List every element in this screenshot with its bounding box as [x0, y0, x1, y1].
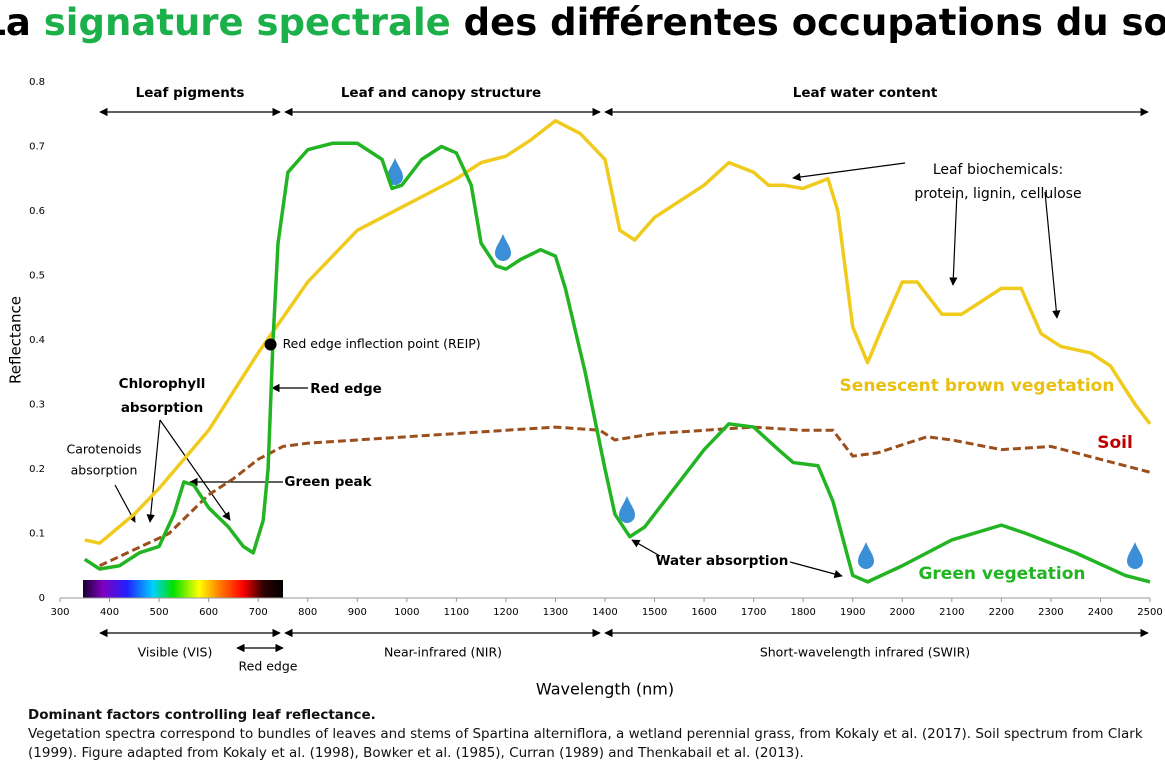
annotation: Green peak — [284, 474, 372, 490]
x-tick-label: 500 — [150, 607, 169, 618]
x-axis-label: Wavelength (nm) — [536, 680, 674, 699]
arrow — [146, 419, 161, 523]
annotation: Short-wavelength infrared (SWIR) — [760, 645, 970, 660]
annotation: protein, lignin, cellulose — [914, 186, 1081, 202]
x-tick-label: 400 — [100, 607, 119, 618]
x-tick-label: 700 — [249, 607, 268, 618]
arrow — [159, 419, 231, 521]
annotation: Leaf biochemicals: — [933, 162, 1063, 178]
x-tick-label: 1300 — [543, 607, 568, 618]
series-label: Soil — [1097, 433, 1133, 453]
y-tick-label: 0.4 — [29, 335, 45, 346]
arrow — [1044, 191, 1061, 319]
series-line — [99, 425, 1151, 568]
chart: La signature spectrale des différentes o… — [0, 1, 1165, 699]
annotation: absorption — [71, 463, 138, 478]
chart-title: La signature spectrale des différentes o… — [0, 1, 1165, 44]
y-tick-label: 0.1 — [29, 529, 45, 540]
caption: Dominant factors controlling leaf reflec… — [28, 706, 1148, 763]
x-tick-label: 1000 — [394, 607, 419, 618]
annotation: absorption — [121, 400, 203, 416]
annotation: Carotenoids — [67, 442, 142, 457]
x-tick-label: 1500 — [642, 607, 667, 618]
annotation: Near-infrared (NIR) — [384, 645, 502, 660]
x-tick-label: 2100 — [939, 607, 964, 618]
x-tick-label: 800 — [298, 607, 317, 618]
caption-title: Dominant factors controlling leaf reflec… — [28, 707, 376, 723]
marker-label: Red edge inflection point (REIP) — [283, 336, 481, 351]
caption-text: Vegetation spectra correspond to bundles… — [28, 726, 1143, 761]
x-tick-label: 2300 — [1038, 607, 1063, 618]
series-line — [83, 141, 1151, 584]
annotation: Leaf water content — [793, 85, 938, 101]
series-line — [84, 118, 1152, 545]
x-tick-label: 2400 — [1088, 607, 1113, 618]
x-tick-label: 1700 — [741, 607, 766, 618]
y-tick-label: 0.3 — [29, 400, 45, 411]
y-tick-label: 0.2 — [29, 464, 45, 475]
title-part: des différentes occupations du sol — [451, 1, 1165, 44]
y-tick-label: 0.7 — [29, 142, 45, 153]
y-tick-label: 0.6 — [29, 206, 45, 217]
annotation: Red edge — [310, 381, 382, 397]
x-tick-label: 1600 — [691, 607, 716, 618]
water-drop — [858, 542, 874, 569]
x-tick-label: 1900 — [840, 607, 865, 618]
arrow — [949, 191, 958, 286]
series-label: Green vegetation — [918, 564, 1085, 584]
annotation: Visible (VIS) — [138, 645, 213, 660]
annotation: Water absorption — [656, 553, 789, 569]
x-tick-label: 1400 — [592, 607, 617, 618]
arrow — [792, 162, 906, 182]
x-tick-label: 1100 — [444, 607, 469, 618]
annotation: Red edge — [239, 659, 298, 674]
water-drop — [619, 496, 635, 523]
x-tick-label: 600 — [199, 607, 218, 618]
water-drop — [495, 234, 511, 261]
x-tick-label: 2000 — [890, 607, 915, 618]
y-tick-label: 0.5 — [29, 271, 45, 282]
annotation: Leaf and canopy structure — [341, 85, 541, 101]
x-tick-label: 900 — [348, 607, 367, 618]
x-tick-label: 2500 — [1137, 607, 1162, 618]
title-part: signature spectrale — [44, 1, 451, 44]
marker-point — [264, 338, 277, 351]
spectrum-bar — [83, 580, 283, 598]
x-tick-label: 300 — [50, 607, 69, 618]
series-label: Senescent brown vegetation — [840, 376, 1115, 396]
arrow — [789, 561, 843, 579]
annotation: Chlorophyll — [119, 376, 206, 392]
water-drop — [1127, 542, 1143, 569]
annotation: Leaf pigments — [136, 85, 245, 101]
title-part: La — [0, 1, 44, 44]
y-tick-label: 0 — [39, 593, 45, 604]
x-tick-label: 1800 — [790, 607, 815, 618]
y-tick-label: 0.8 — [29, 77, 45, 88]
y-axis-label: Reflectance — [7, 296, 25, 384]
x-tick-label: 1200 — [493, 607, 518, 618]
x-tick-label: 2200 — [989, 607, 1014, 618]
arrow — [631, 539, 661, 557]
